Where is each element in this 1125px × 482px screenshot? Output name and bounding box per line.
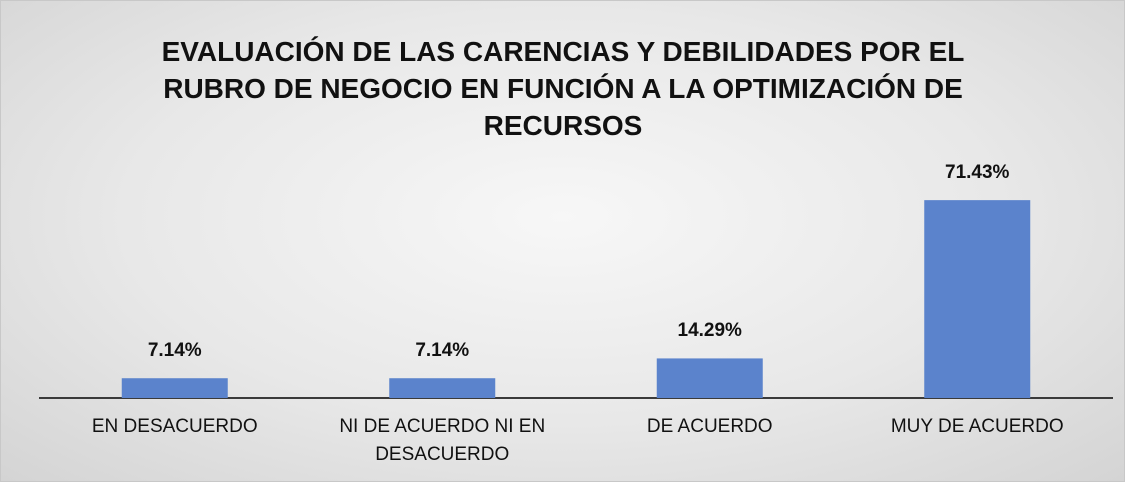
bar bbox=[389, 378, 496, 398]
data-label: 7.14% bbox=[147, 340, 202, 362]
x-tick-label: NI DE ACUERDO NI EN DESACUERDO bbox=[339, 416, 546, 465]
x-tick-label: MUY DE ACUERDO bbox=[890, 416, 1064, 437]
bar bbox=[656, 358, 763, 398]
x-tick-label: DE ACUERDO bbox=[646, 416, 773, 437]
bar bbox=[924, 200, 1031, 398]
data-label: 14.29% bbox=[677, 320, 742, 342]
bar bbox=[121, 378, 228, 398]
data-label: 7.14% bbox=[415, 340, 470, 362]
data-label: 71.43% bbox=[945, 162, 1010, 184]
chart-title: EVALUACIÓN DE LAS CARENCIAS Y DEBILIDADE… bbox=[161, 36, 965, 141]
x-tick-label: EN DESACUERDO bbox=[91, 416, 258, 437]
